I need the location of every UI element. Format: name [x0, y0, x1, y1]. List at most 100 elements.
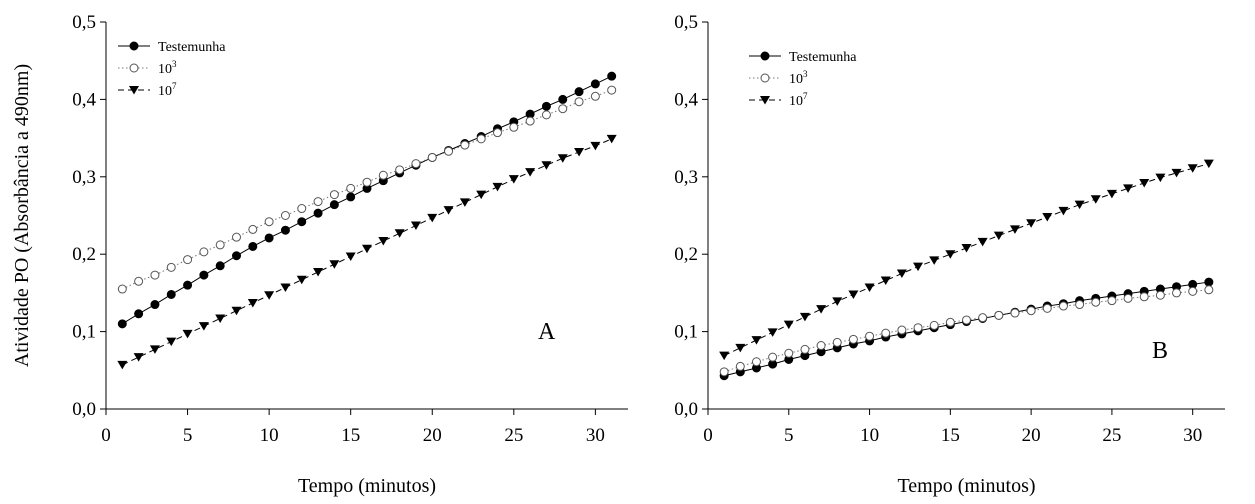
data-point [411, 159, 421, 169]
y-tick-label: 0,1 [72, 322, 96, 343]
legend-label-superscript: 7 [803, 91, 808, 101]
chart-panel-b: 0,0 0,1 0,2 0,3 0,4 0,5 0 5 10 15 20 25 30 Tempo (min… [674, 12, 1225, 497]
data-point [1074, 200, 1085, 210]
data-point [149, 345, 160, 354]
data-point [329, 260, 340, 269]
panel-label: B [1152, 338, 1168, 364]
data-point [378, 170, 388, 180]
data-point [460, 140, 470, 150]
data-point [1058, 301, 1068, 311]
data-point [345, 252, 356, 262]
series-line [724, 281, 1209, 377]
data-point [247, 298, 258, 308]
data-point [768, 352, 778, 362]
data-point [1090, 195, 1101, 204]
data-point [134, 309, 144, 319]
data-point [1091, 297, 1101, 307]
data-point [1042, 213, 1053, 222]
data-point [215, 261, 225, 271]
data-point [215, 314, 226, 323]
data-point [962, 315, 971, 325]
data-point [1042, 303, 1052, 313]
data-point [606, 134, 617, 144]
data-point [329, 190, 339, 200]
data-point [410, 221, 421, 231]
x-axis-title: Tempo (minutos) [897, 475, 1035, 497]
data-point [1123, 293, 1133, 303]
data-point [183, 255, 193, 265]
data-point [346, 183, 356, 193]
data-point [508, 175, 519, 184]
data-point [607, 71, 617, 81]
data-point [133, 353, 144, 362]
data-point [492, 182, 503, 192]
data-point [476, 190, 487, 200]
data-point [735, 361, 745, 371]
data-point [1009, 225, 1020, 234]
y-tick-label: 0,4 [72, 89, 96, 110]
data-point [280, 211, 290, 220]
data-point [280, 283, 291, 292]
data-point [215, 240, 225, 250]
data-point [993, 231, 1004, 241]
data-point [1155, 173, 1166, 183]
data-point [117, 360, 128, 370]
data-point [945, 317, 955, 327]
data-point [248, 241, 258, 251]
data-point [1026, 306, 1036, 316]
y-tick-label: 0,3 [674, 167, 698, 188]
data-point [574, 148, 585, 157]
y-axis-title: Atividade PO (Absorbância a 490nm) [11, 64, 33, 367]
data-point [1204, 277, 1214, 287]
y-tick-label: 0,5 [674, 12, 698, 33]
data-point [913, 323, 923, 333]
data-point [427, 152, 437, 162]
data-point [525, 116, 535, 126]
data-point [1155, 290, 1165, 300]
x-tick-label: 30 [1183, 425, 1202, 446]
x-axis-title: Tempo (minutos) [298, 475, 436, 497]
legend-marker [760, 51, 770, 61]
data-point [231, 306, 242, 316]
legend-label: Testemunha [789, 50, 857, 65]
data-point [248, 224, 258, 234]
data-point [558, 104, 568, 114]
data-point [897, 325, 907, 335]
y-tick-label: 0,2 [674, 244, 698, 265]
data-point [832, 337, 842, 347]
data-point [574, 87, 584, 97]
data-point [783, 320, 794, 330]
series-line [723, 163, 1209, 357]
data-point [117, 284, 127, 294]
data-point [198, 322, 209, 331]
data-point [590, 141, 601, 151]
data-point [1106, 189, 1117, 199]
x-tick-label: 25 [1102, 425, 1121, 446]
x-tick-label: 20 [1022, 425, 1041, 446]
data-point [182, 329, 193, 339]
y-tick-label: 0,0 [72, 399, 96, 420]
legend-label: Testemunha [158, 40, 226, 55]
data-point [880, 276, 891, 286]
series-1 [117, 71, 617, 329]
data-point [767, 328, 778, 337]
data-point [296, 275, 307, 285]
data-point [784, 348, 794, 358]
data-point [199, 270, 209, 280]
data-point [607, 85, 617, 95]
y-tick-label: 0,1 [674, 322, 698, 343]
data-point [1187, 164, 1198, 173]
data-point [848, 334, 858, 344]
data-point [574, 97, 584, 107]
data-point [929, 256, 940, 265]
x-tick-label: 25 [504, 425, 523, 446]
data-point [735, 343, 746, 353]
x-tick-label: 15 [341, 425, 360, 446]
data-point [525, 168, 536, 177]
series-1 [719, 277, 1214, 381]
y-tick-label: 0,3 [72, 167, 96, 188]
data-point [313, 268, 324, 277]
data-point [134, 276, 144, 286]
legend-label-superscript: 7 [172, 81, 177, 91]
x-tick-label: 0 [101, 425, 111, 446]
